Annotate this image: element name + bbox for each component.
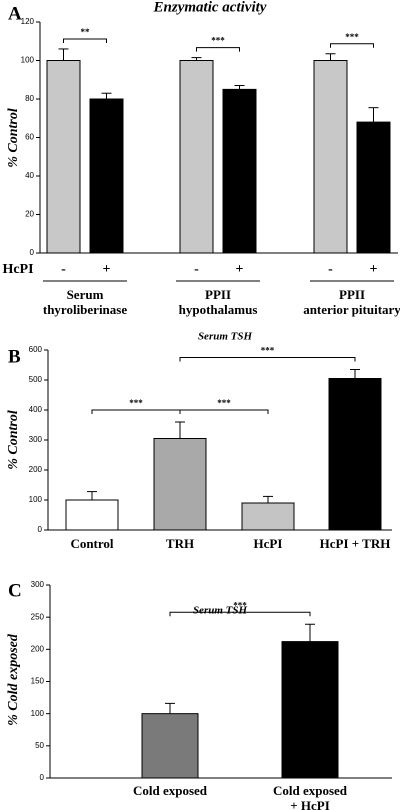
category-label: Cold exposed [133,783,208,798]
y-tick-label: 500 [29,375,43,384]
y-tick-label: 40 [25,171,34,180]
y-tick-label: 0 [30,248,35,257]
significance-label: ** [81,27,91,37]
y-tick-label: 20 [25,210,34,219]
y-axis-label: % Control [6,410,21,470]
legend-label: + [370,262,378,277]
legend-title: HcPI [2,262,33,277]
legend-label: - [328,262,333,277]
category-label: + HcPI [290,798,330,810]
category-label: hypothalamus [179,302,258,317]
category-label: Control [70,536,113,551]
y-tick-label: 80 [25,94,34,103]
bar [281,641,339,779]
y-tick-label: 600 [29,345,43,354]
category-label: TRH [166,536,194,551]
bar [65,499,119,531]
significance-bracket [179,357,356,362]
significance-label: *** [345,32,359,42]
significance-bracket [330,43,374,48]
significance-bracket [169,611,311,617]
y-tick-label: 300 [29,435,43,444]
legend-label: - [61,262,66,277]
significance-bracket [63,38,107,43]
significance-bracket [196,47,240,52]
chart-title: Serum TSH [198,331,253,343]
bar [328,378,382,531]
significance-bracket [179,409,269,414]
bar [179,60,214,254]
legend-label: + [236,262,244,277]
bar [46,60,81,254]
legend-label: + [103,262,111,277]
y-tick-label: 100 [31,709,45,718]
bar [153,438,207,531]
significance-label: *** [129,398,143,408]
category-label: Cold exposed [273,783,348,798]
y-tick-label: 50 [35,741,44,750]
chart-title: Enzymatic activity [153,0,267,15]
panel-label: C [8,580,22,601]
legend-label: - [194,262,199,277]
significance-label: *** [233,600,247,610]
category-label: HcPI + TRH [320,536,391,551]
category-label: PPII [205,287,231,302]
y-tick-label: 400 [29,405,43,414]
bar [222,88,257,254]
significance-label: *** [217,398,231,408]
significance-label: *** [261,346,275,356]
y-tick-label: 100 [21,56,35,65]
panel-label: B [8,346,21,367]
category-label: HcPI [254,536,283,551]
category-label: thyroliberinase [43,302,127,317]
y-tick-label: 300 [31,580,45,589]
category-label: PPII [339,287,365,302]
significance-label: *** [211,36,225,46]
y-tick-label: 0 [38,525,43,534]
bar [89,98,124,254]
y-axis-label: % Control [6,108,21,168]
chart-title: Serum TSH [193,605,248,617]
y-tick-label: 250 [31,612,45,621]
bar [141,713,199,779]
y-tick-label: 0 [40,773,45,782]
category-label: anterior pituitary [303,302,400,317]
y-tick-label: 200 [29,465,43,474]
bar [313,60,348,254]
y-tick-label: 100 [29,495,43,504]
y-tick-label: 150 [31,677,45,686]
bar [241,502,295,531]
y-tick-label: 60 [25,133,34,142]
y-tick-label: 200 [31,644,45,653]
significance-bracket [91,409,181,414]
category-label: Serum [67,287,104,302]
panel-label: A [8,3,22,24]
y-tick-label: 120 [21,17,35,26]
bar [356,121,391,254]
y-axis-label: % Cold exposed [6,633,21,726]
